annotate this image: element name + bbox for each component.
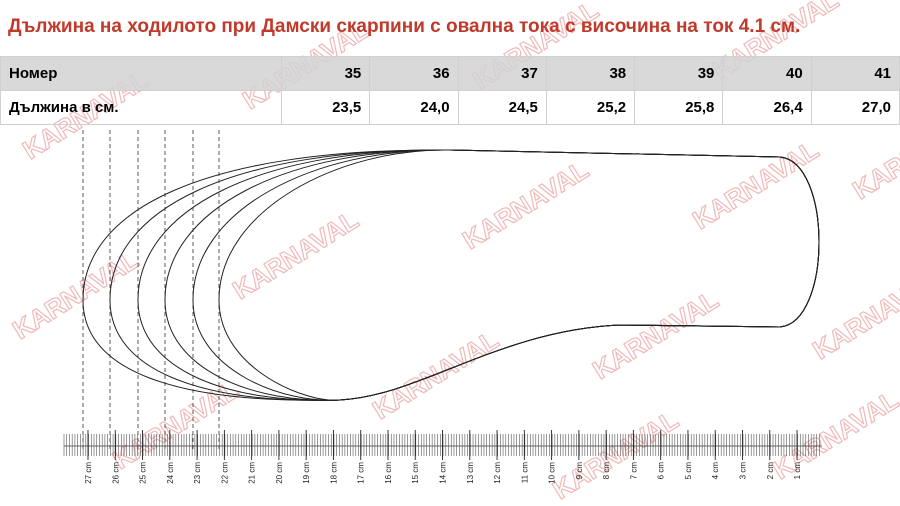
cell: 39 — [634, 56, 724, 91]
cell: Дължина в см. — [0, 90, 282, 125]
ruler-label: 22 cm — [220, 462, 229, 484]
watermark: KARNAVAL — [807, 264, 900, 365]
ruler-label: 27 cm — [84, 462, 93, 484]
cell: 27,0 — [810, 90, 900, 125]
ruler-label: 3 cm — [738, 462, 747, 480]
cell: 37 — [457, 56, 547, 91]
ruler-label: 13 cm — [466, 462, 475, 484]
watermark: KARNAVAL — [107, 374, 243, 475]
watermark: KARNAVAL — [7, 244, 143, 345]
cell: 35 — [280, 56, 371, 91]
ruler-label: 7 cm — [629, 462, 638, 480]
header-row: Номер 35 36 37 38 39 40 41 — [0, 56, 900, 91]
ruler-label: 10 cm — [548, 462, 557, 484]
cell: 26,4 — [722, 90, 812, 125]
ruler-label: 9 cm — [575, 462, 584, 480]
cell: 23,5 — [280, 90, 371, 125]
ruler-label: 15 cm — [411, 462, 420, 484]
cell: 41 — [810, 56, 900, 91]
cell: 25,8 — [634, 90, 724, 125]
title: Дължина на ходилото при Дамски скарпини … — [8, 16, 801, 37]
ruler-label: 20 cm — [275, 462, 284, 484]
ruler-label: 26 cm — [111, 462, 120, 484]
cell: 38 — [545, 56, 636, 91]
cell: 24,5 — [457, 90, 547, 125]
ruler-label: 21 cm — [248, 462, 257, 484]
ruler-label: 19 cm — [302, 462, 311, 484]
watermark: KARNAVAL — [587, 284, 723, 385]
ruler-label: 2 cm — [766, 462, 775, 480]
cell: 36 — [369, 56, 459, 91]
row: Дължина в см. 23,5 24,0 24,5 25,2 25,8 2… — [0, 90, 900, 125]
cell: 25,2 — [545, 90, 636, 125]
watermark: KARNAVAL — [227, 204, 363, 305]
watermark: KARNAVAL — [547, 404, 683, 505]
ruler-label: 18 cm — [329, 462, 338, 484]
ruler-label: 8 cm — [602, 462, 611, 480]
cell: 40 — [722, 56, 812, 91]
cell: Номер — [0, 56, 282, 91]
cell: 24,0 — [369, 90, 459, 125]
ruler-label: 14 cm — [439, 462, 448, 484]
ruler-label: 23 cm — [193, 462, 202, 484]
ruler-label: 4 cm — [711, 462, 720, 480]
ruler-label: 16 cm — [384, 462, 393, 484]
ruler-label: 24 cm — [166, 462, 175, 484]
ruler-label: 1 cm — [793, 462, 802, 480]
ruler-label: 6 cm — [657, 462, 666, 480]
watermark: KARNAVAL — [457, 154, 593, 255]
ruler-label: 17 cm — [357, 462, 366, 484]
ruler-label: 11 cm — [520, 462, 529, 484]
ruler-label: 25 cm — [139, 462, 148, 484]
ruler-label: 12 cm — [493, 462, 502, 484]
size-table: Номер 35 36 37 38 39 40 41 Дължина в см.… — [0, 56, 900, 125]
watermark: KARNAVAL — [687, 134, 823, 235]
insole-outline — [218, 149, 820, 401]
ruler-label: 5 cm — [684, 462, 693, 480]
watermark: KARNAVAL — [767, 384, 900, 485]
